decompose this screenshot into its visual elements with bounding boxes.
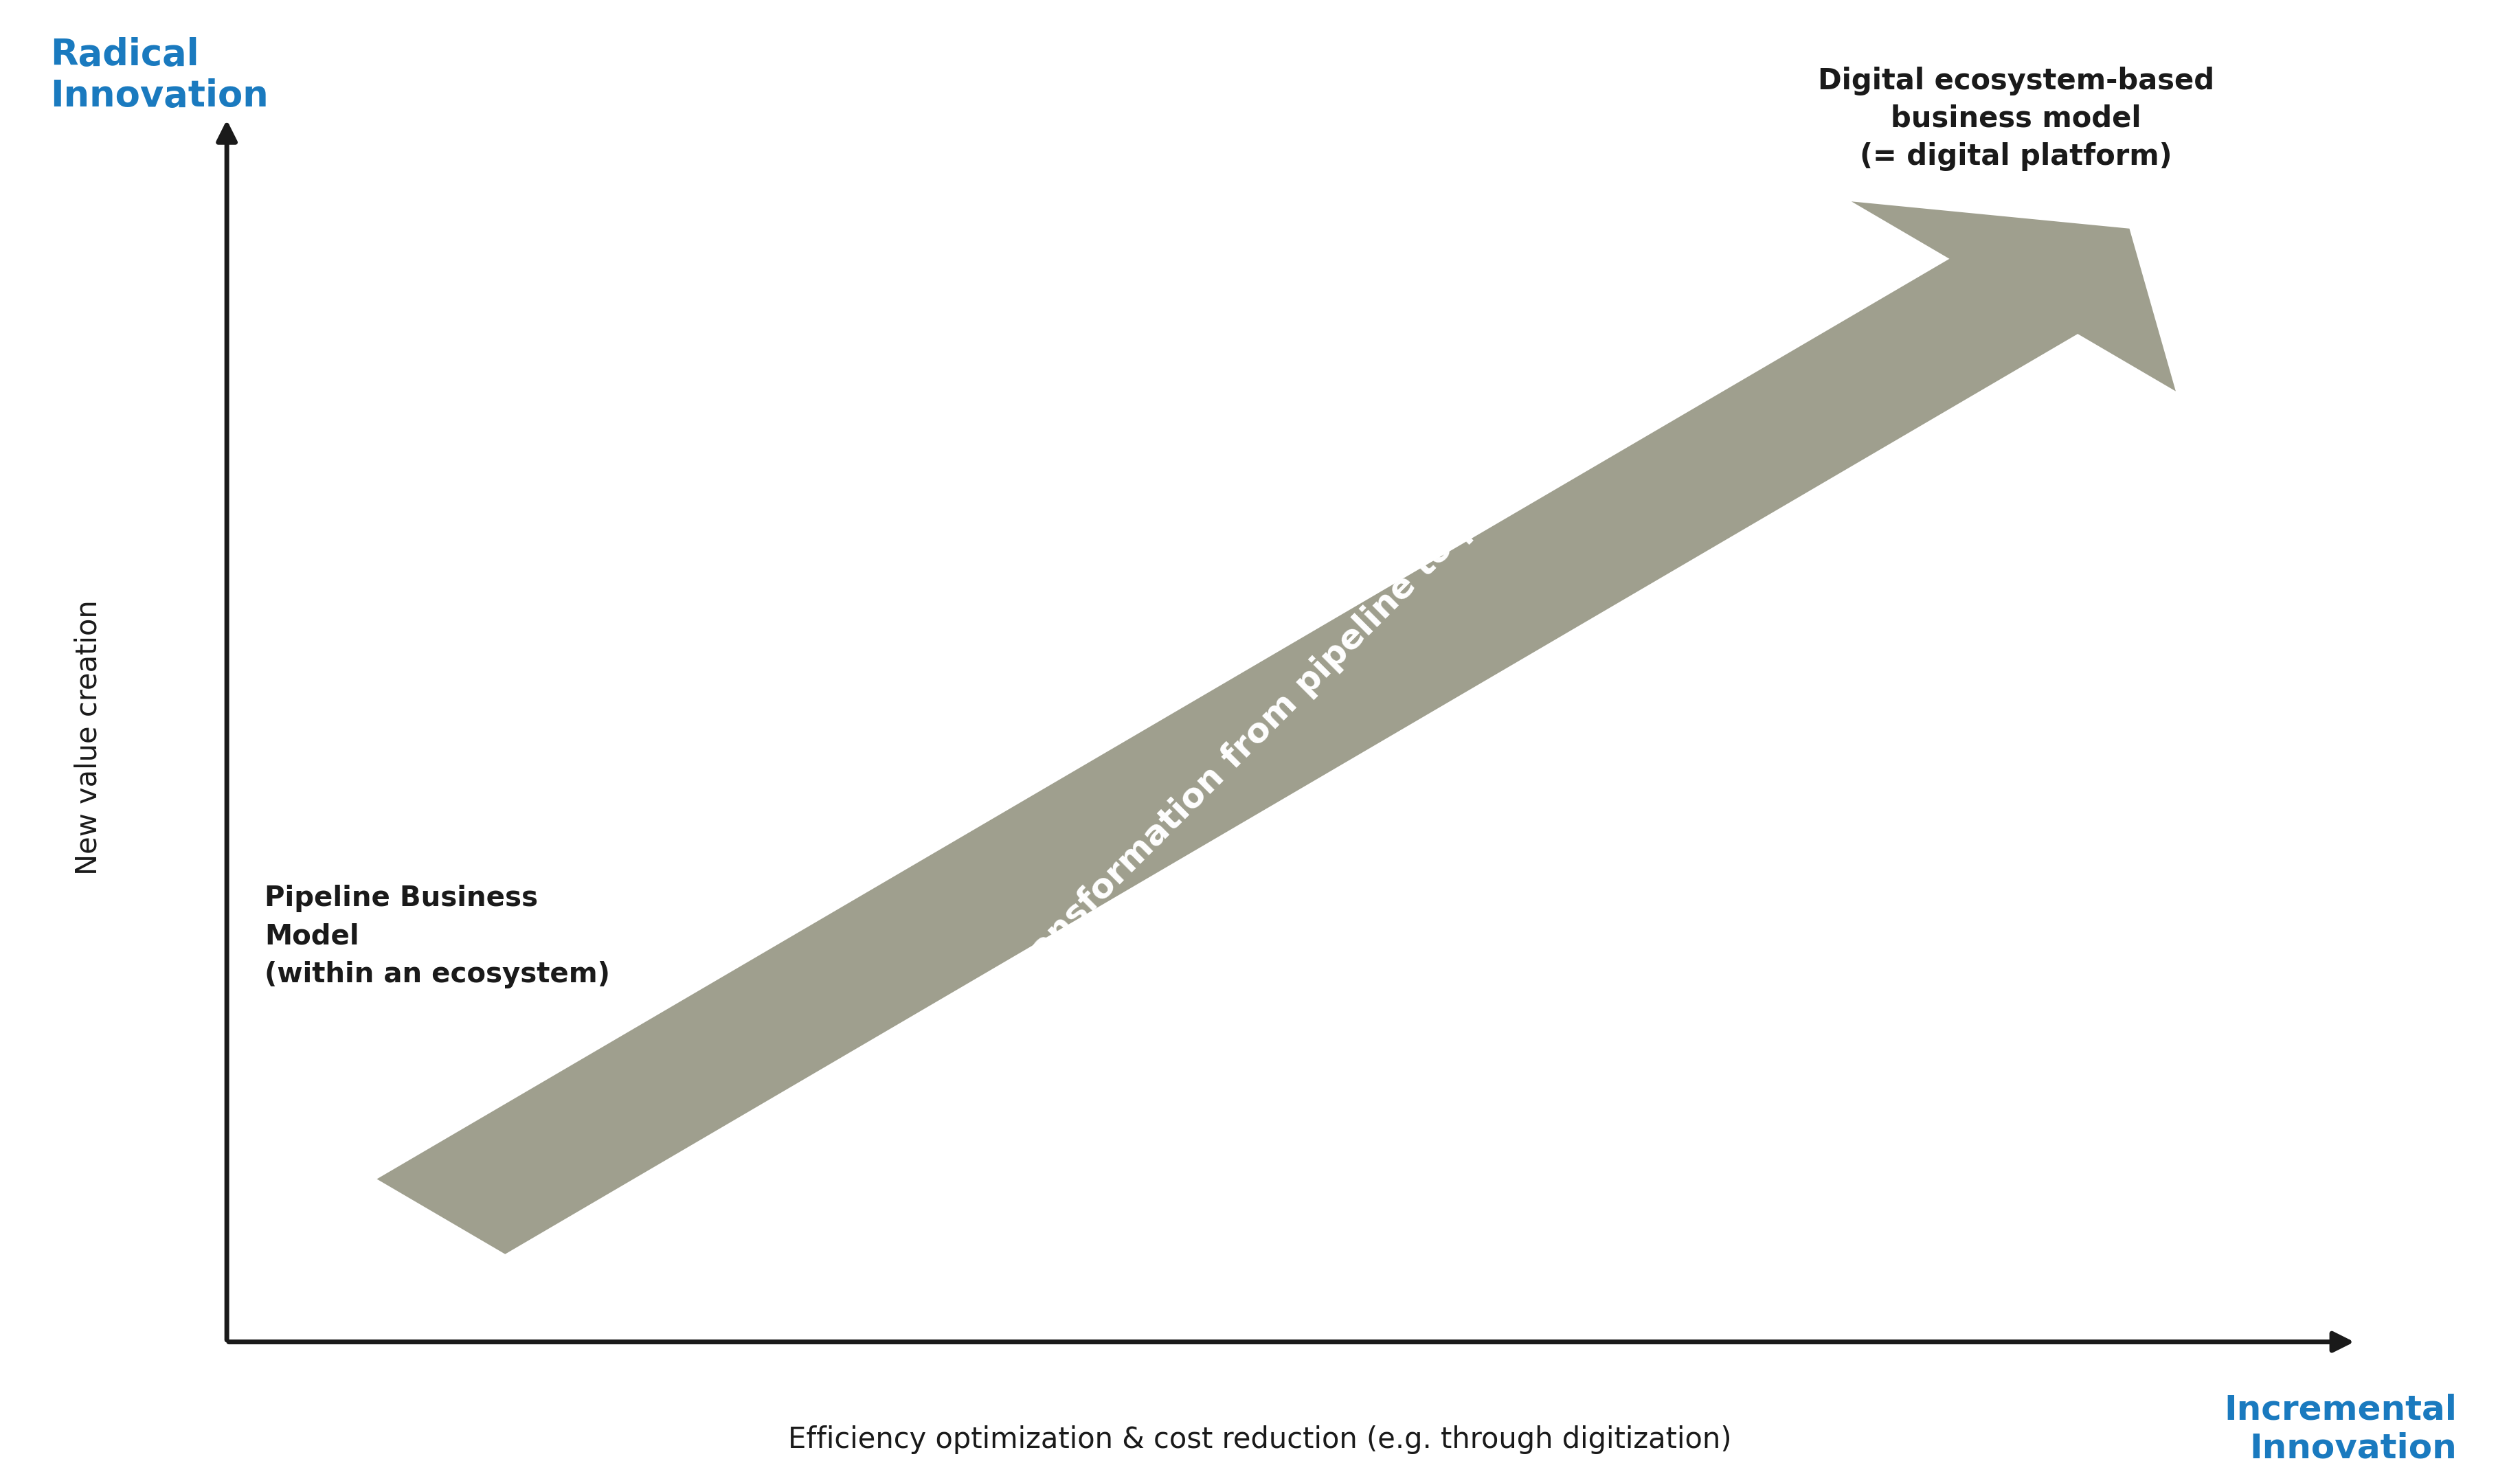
Text: Efficiency optimization & cost reduction (e.g. through digitization): Efficiency optimization & cost reduction… [789,1425,1731,1453]
Polygon shape [378,202,2175,1255]
Text: Pipeline Business
Model
(within an ecosystem): Pipeline Business Model (within an ecosy… [265,885,610,989]
Text: digital transformation from pipeline to platform: digital transformation from pipeline to … [905,405,1585,1087]
Text: Digital ecosystem-based
business model
(= digital platform): Digital ecosystem-based business model (… [1817,67,2215,171]
Text: New value creation: New value creation [73,599,103,875]
Text: Radical
Innovation: Radical Innovation [50,37,270,114]
Text: Incremental
Innovation: Incremental Innovation [2225,1394,2457,1465]
